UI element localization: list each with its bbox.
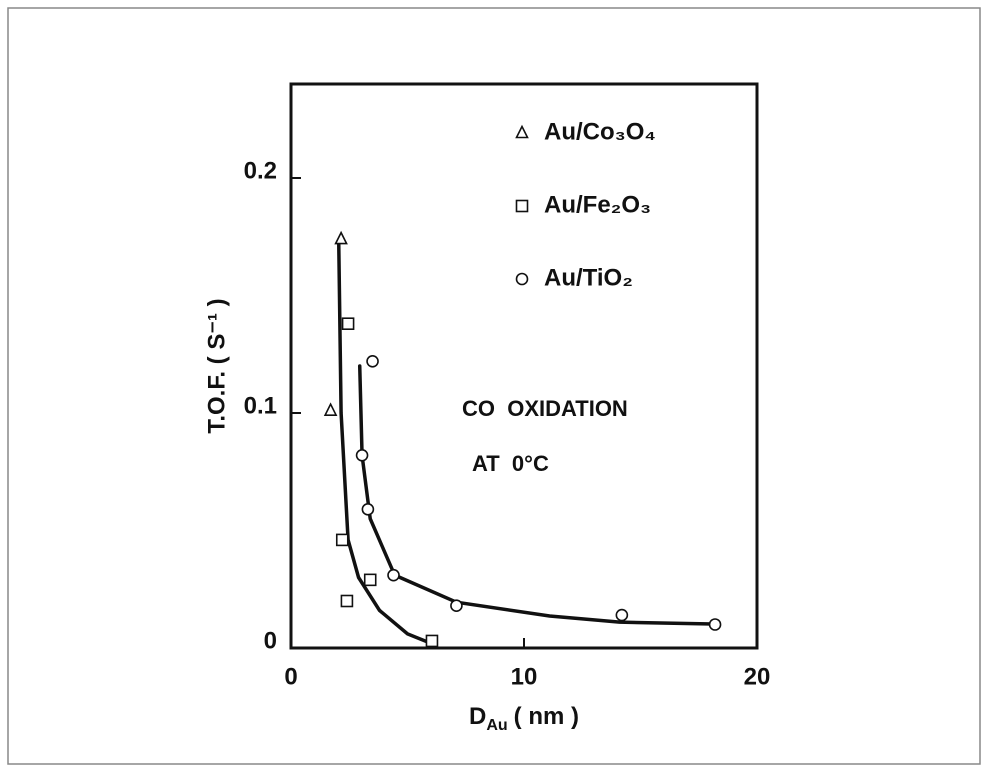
legend-label: Au/TiO₂ <box>544 264 633 291</box>
legend-marker <box>515 199 529 213</box>
circle-marker <box>615 608 629 622</box>
fit-curve <box>337 242 433 646</box>
circle-marker <box>361 503 375 516</box>
y-tick-label: 0.1 <box>244 392 277 419</box>
x-tick-label: 20 <box>744 663 771 690</box>
circle-marker <box>355 448 369 462</box>
square-marker <box>340 594 354 608</box>
triangle-marker <box>334 230 348 245</box>
frame <box>7 7 981 765</box>
legend-marker <box>515 124 529 139</box>
legend-marker <box>515 272 529 286</box>
legend-label: Au/Fe₂O₃ <box>544 191 651 218</box>
square-marker <box>335 533 349 547</box>
square-marker <box>341 317 355 331</box>
fit-curve <box>357 364 715 626</box>
x-tick-label: 10 <box>511 663 538 690</box>
annotation: AT 0°C <box>472 451 549 476</box>
x-tick-label: 0 <box>284 663 297 690</box>
triangle-marker <box>323 402 338 416</box>
circle-marker <box>708 618 722 631</box>
x-axis-label: DAu( nm ) <box>469 703 579 734</box>
circle-marker <box>450 599 463 613</box>
circle-marker <box>366 354 379 368</box>
square-marker <box>363 573 377 587</box>
y-axis-label: T.O.F. ( S⁻¹ ) <box>203 298 230 433</box>
y-tick-label: 0.2 <box>244 157 277 184</box>
annotation: CO OXIDATION <box>462 396 628 421</box>
circle-marker <box>387 568 400 582</box>
square-marker <box>425 634 439 648</box>
legend-label: Au/Co₃O₄ <box>544 118 656 145</box>
y-tick-label: 0 <box>264 627 277 654</box>
